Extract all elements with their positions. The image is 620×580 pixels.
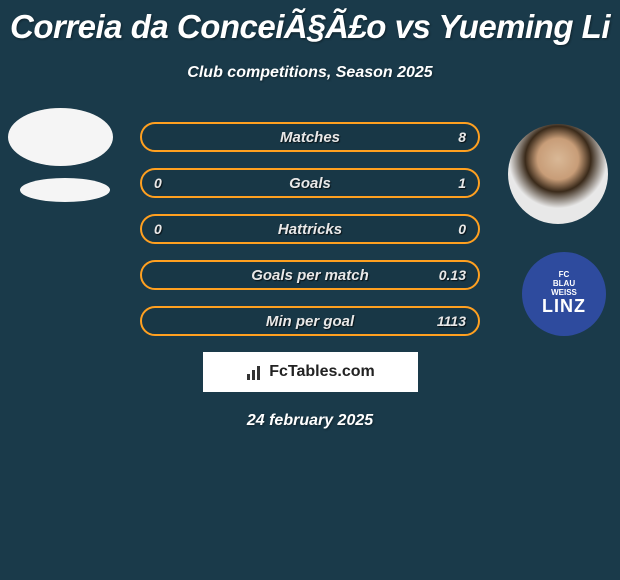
- player-left-avatar: [8, 108, 113, 166]
- stat-row-min-per-goal: Min per goal 1113: [140, 306, 480, 336]
- page-subtitle: Club competitions, Season 2025: [0, 64, 620, 82]
- page-title: Correia da ConceiÃ§Ã£o vs Yueming Li: [0, 0, 620, 46]
- stat-right-value: 0.13: [426, 267, 466, 283]
- stat-row-goals-per-match: Goals per match 0.13: [140, 260, 480, 290]
- stat-label: Matches: [280, 129, 340, 146]
- stat-left-value: 0: [154, 175, 194, 191]
- footer-date: 24 february 2025: [0, 412, 620, 430]
- stat-row-matches: Matches 8: [140, 122, 480, 152]
- player-left-block: [8, 108, 113, 202]
- stat-row-hattricks: 0 Hattricks 0: [140, 214, 480, 244]
- stats-panel: Matches 8 0 Goals 1 0 Hattricks 0 Goals …: [140, 122, 480, 336]
- team-left-logo: [20, 178, 110, 202]
- team-right-logo: FC BLAU WEISS LINZ: [522, 252, 606, 336]
- stat-right-value: 8: [426, 129, 466, 145]
- player-right-block: FC BLAU WEISS LINZ: [508, 124, 608, 336]
- stat-left-value: 0: [154, 221, 194, 237]
- brand-text: FcTables.com: [269, 363, 375, 381]
- stat-label: Hattricks: [278, 221, 342, 238]
- brand-badge[interactable]: FcTables.com: [203, 352, 418, 392]
- stat-right-value: 1: [426, 175, 466, 191]
- bar-chart-icon: [245, 364, 265, 380]
- stat-label: Goals per match: [251, 267, 369, 284]
- stat-label: Min per goal: [266, 313, 354, 330]
- stat-row-goals: 0 Goals 1: [140, 168, 480, 198]
- player-right-avatar: [508, 124, 608, 224]
- stat-label: Goals: [289, 175, 331, 192]
- stat-right-value: 1113: [426, 313, 466, 329]
- stat-right-value: 0: [426, 221, 466, 237]
- team-right-logo-line4: LINZ: [542, 297, 586, 317]
